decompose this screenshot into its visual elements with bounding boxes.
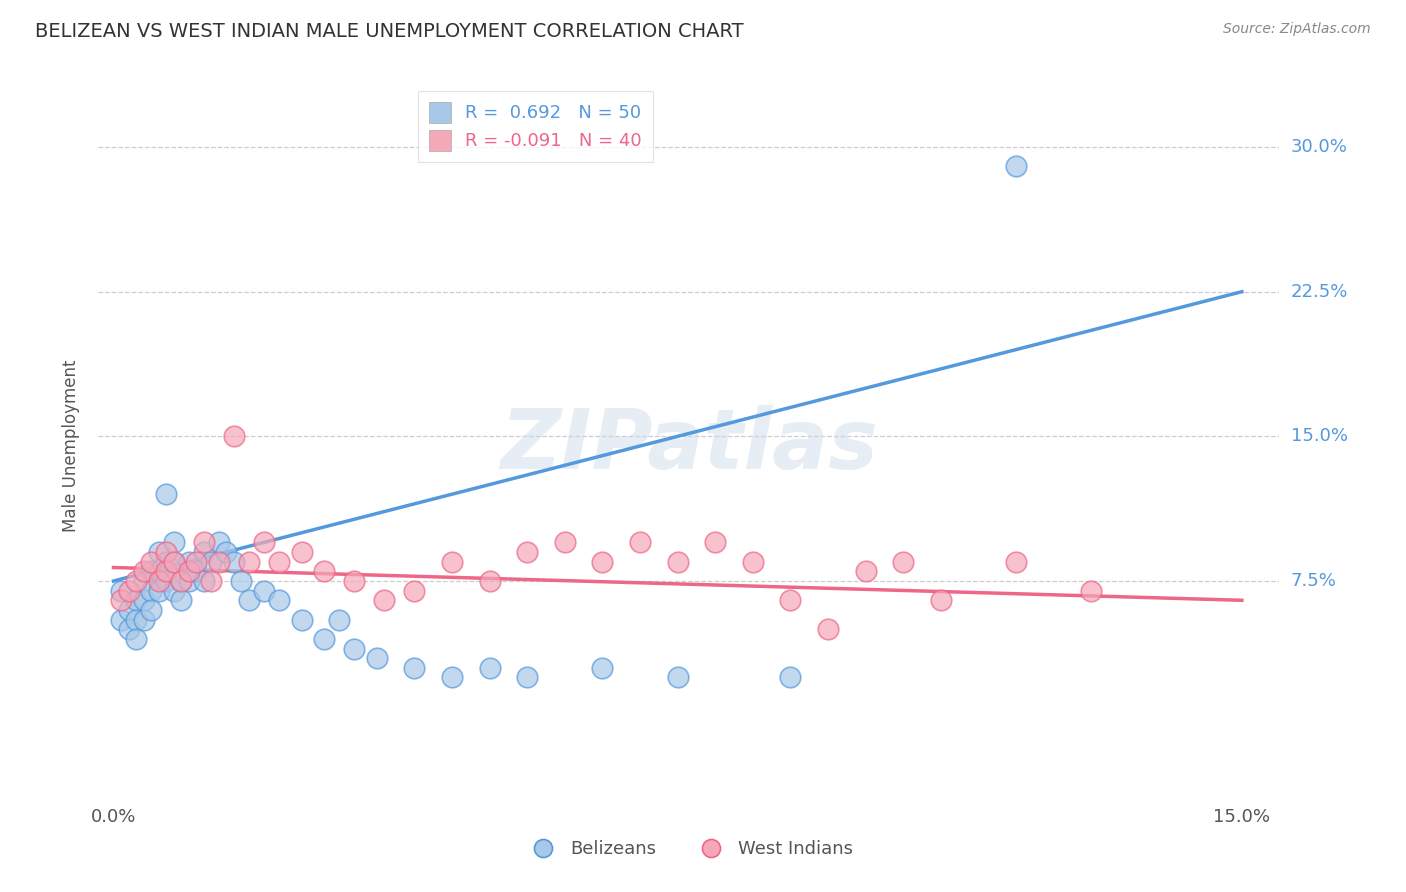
Point <box>253 535 276 549</box>
Text: 30.0%: 30.0% <box>1291 138 1347 156</box>
Point <box>163 583 186 598</box>
Point <box>404 583 426 598</box>
Point <box>666 555 689 569</box>
Point <box>779 670 801 684</box>
Point <box>200 574 222 588</box>
Text: Source: ZipAtlas.com: Source: ZipAtlas.com <box>1223 22 1371 37</box>
Text: BELIZEAN VS WEST INDIAN MALE UNEMPLOYMENT CORRELATION CHART: BELIZEAN VS WEST INDIAN MALE UNEMPLOYMEN… <box>35 22 744 41</box>
Point <box>163 535 186 549</box>
Point <box>193 574 215 588</box>
Point <box>170 593 193 607</box>
Y-axis label: Male Unemployment: Male Unemployment <box>62 359 80 533</box>
Point <box>177 565 200 579</box>
Point <box>208 535 231 549</box>
Point <box>855 565 877 579</box>
Text: 15.0%: 15.0% <box>1291 427 1347 445</box>
Point <box>267 593 290 607</box>
Point <box>125 613 148 627</box>
Point <box>440 555 463 569</box>
Point <box>314 632 336 646</box>
Point <box>155 487 177 501</box>
Point <box>139 565 162 579</box>
Point <box>110 583 132 598</box>
Point <box>516 670 538 684</box>
Point <box>117 603 139 617</box>
Point <box>132 613 155 627</box>
Point <box>1005 159 1028 173</box>
Point <box>929 593 952 607</box>
Point <box>591 555 613 569</box>
Point <box>132 593 155 607</box>
Point <box>139 583 162 598</box>
Point <box>193 535 215 549</box>
Point <box>554 535 576 549</box>
Point <box>404 661 426 675</box>
Point <box>591 661 613 675</box>
Point <box>170 574 193 588</box>
Point <box>666 670 689 684</box>
Point <box>125 574 148 588</box>
Point <box>238 593 260 607</box>
Point <box>222 555 245 569</box>
Point <box>117 622 139 636</box>
Legend: Belizeans, West Indians: Belizeans, West Indians <box>517 833 860 865</box>
Point <box>155 574 177 588</box>
Point <box>817 622 839 636</box>
Point <box>148 583 170 598</box>
Point <box>222 429 245 443</box>
Point <box>155 545 177 559</box>
Point <box>132 565 155 579</box>
Point <box>238 555 260 569</box>
Point <box>366 651 388 665</box>
Point <box>163 555 186 569</box>
Point <box>290 613 312 627</box>
Point <box>163 555 186 569</box>
Point <box>741 555 763 569</box>
Point <box>290 545 312 559</box>
Point <box>177 555 200 569</box>
Point <box>139 603 162 617</box>
Point <box>186 555 208 569</box>
Point <box>231 574 253 588</box>
Point <box>139 555 162 569</box>
Point <box>343 641 366 656</box>
Point <box>186 565 208 579</box>
Point <box>177 574 200 588</box>
Text: 7.5%: 7.5% <box>1291 572 1337 590</box>
Point <box>125 632 148 646</box>
Point <box>328 613 350 627</box>
Point <box>440 670 463 684</box>
Point <box>193 545 215 559</box>
Text: ZIPatlas: ZIPatlas <box>501 406 877 486</box>
Point <box>155 555 177 569</box>
Point <box>314 565 336 579</box>
Point <box>478 661 501 675</box>
Point <box>200 555 222 569</box>
Point <box>110 613 132 627</box>
Point <box>779 593 801 607</box>
Point <box>148 574 170 588</box>
Point <box>704 535 727 549</box>
Point <box>148 565 170 579</box>
Point <box>628 535 651 549</box>
Point <box>110 593 132 607</box>
Point <box>478 574 501 588</box>
Point <box>1005 555 1028 569</box>
Point <box>343 574 366 588</box>
Point <box>891 555 914 569</box>
Point <box>125 593 148 607</box>
Point <box>117 583 139 598</box>
Point <box>253 583 276 598</box>
Point <box>267 555 290 569</box>
Point <box>215 545 238 559</box>
Point <box>170 574 193 588</box>
Point <box>155 565 177 579</box>
Point <box>208 555 231 569</box>
Point <box>148 545 170 559</box>
Point <box>1080 583 1102 598</box>
Text: 22.5%: 22.5% <box>1291 283 1348 301</box>
Point <box>373 593 395 607</box>
Point <box>516 545 538 559</box>
Point <box>132 574 155 588</box>
